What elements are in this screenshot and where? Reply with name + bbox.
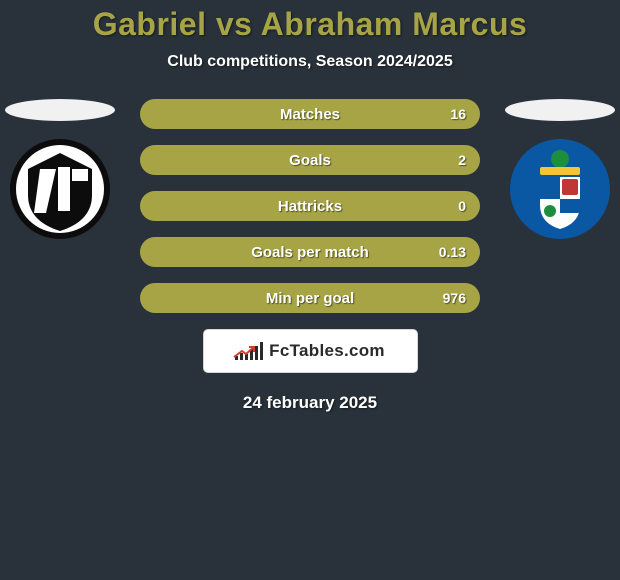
stat-value-right: 0.13 (439, 244, 466, 260)
crest-left-svg (10, 139, 110, 239)
logo-bar (245, 354, 248, 360)
logo-text: FcTables.com (269, 341, 385, 361)
page-title: Gabriel vs Abraham Marcus (0, 6, 620, 43)
fctables-logo[interactable]: FcTables.com (203, 329, 418, 373)
crest-right-svg (510, 139, 610, 239)
logo-bars-icon (235, 342, 263, 360)
player-left-avatar-placeholder (5, 99, 115, 121)
stat-row: Goals per match 0.13 (140, 237, 480, 267)
stats-list: Matches 16 Goals 2 Hattricks 0 Goals per match… (140, 99, 480, 313)
stat-label: Goals (289, 152, 331, 169)
stat-value-right: 2 (458, 152, 466, 168)
content-area: Matches 16 Goals 2 Hattricks 0 Goals per match… (0, 99, 620, 413)
logo-bar (250, 349, 253, 360)
stat-row: Goals 2 (140, 145, 480, 175)
stat-label: Matches (280, 106, 340, 123)
date-text: 24 february 2025 (0, 393, 620, 413)
stat-value-right: 0 (458, 198, 466, 214)
stat-label: Goals per match (251, 244, 369, 261)
stat-row: Matches 16 (140, 99, 480, 129)
stat-value-right: 976 (443, 290, 466, 306)
logo-bar (255, 346, 258, 360)
stat-label: Hattricks (278, 198, 342, 215)
logo-bar (235, 356, 238, 360)
player-left-column (0, 99, 120, 239)
club-crest-left (10, 139, 110, 239)
stat-row: Min per goal 976 (140, 283, 480, 313)
stat-value-right: 16 (450, 106, 466, 122)
stat-label: Min per goal (266, 290, 354, 307)
club-crest-right (510, 139, 610, 239)
player-right-avatar-placeholder (505, 99, 615, 121)
subtitle: Club competitions, Season 2024/2025 (0, 53, 620, 71)
stat-row: Hattricks 0 (140, 191, 480, 221)
logo-bar (260, 342, 263, 360)
player-right-column (500, 99, 620, 239)
logo-bar (240, 353, 243, 360)
comparison-card: Gabriel vs Abraham Marcus Club competiti… (0, 0, 620, 580)
